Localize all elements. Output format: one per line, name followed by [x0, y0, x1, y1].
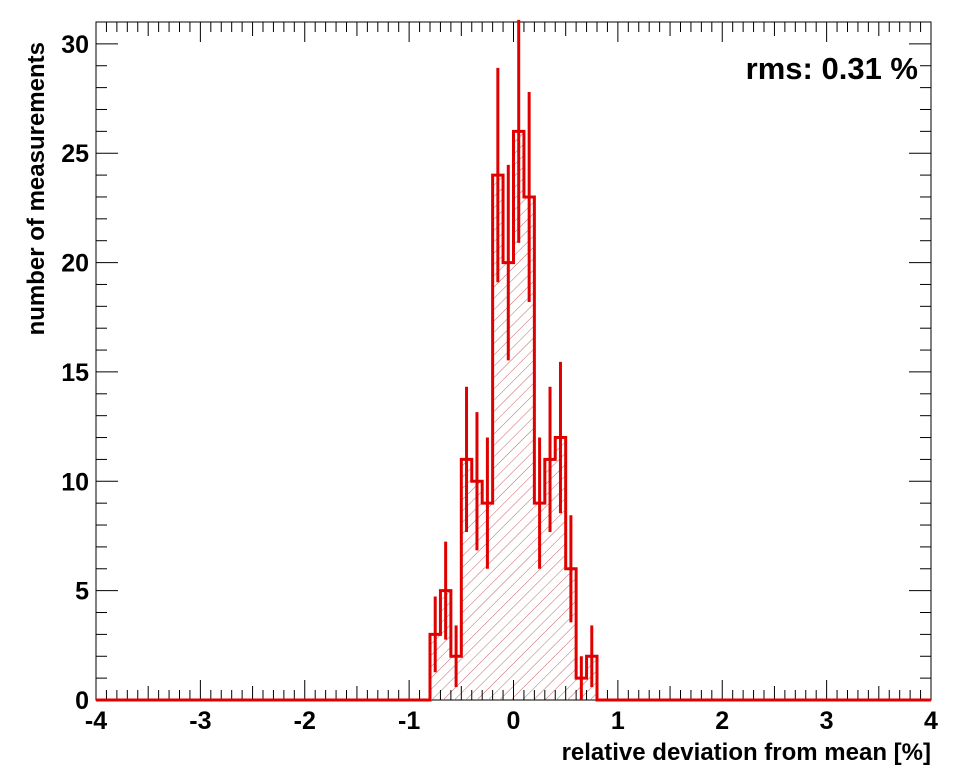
histogram-line: [96, 129, 931, 702]
histogram-bin-fill: [440, 590, 451, 700]
histogram-bin-fill: [513, 131, 524, 700]
histogram-bin-fill: [565, 568, 577, 700]
x-axis-label: relative deviation from mean [%]: [562, 739, 931, 766]
x-tick-label: 2: [715, 707, 729, 735]
histogram-outline: [96, 129, 931, 702]
error-bars: [433, 19, 594, 700]
x-tick-label: 0: [507, 707, 521, 735]
x-tick-label: -3: [189, 707, 211, 735]
y-tick-labels: 0 5 10 15 20 25 30: [61, 31, 89, 715]
histogram-bin-fill: [471, 481, 483, 700]
x-tick-label: -1: [398, 707, 420, 735]
y-tick-label: 5: [75, 578, 89, 606]
histogram-bin-fill: [492, 175, 504, 700]
histogram-bin-fill: [544, 459, 556, 700]
x-tick-label: -2: [294, 707, 316, 735]
y-tick-label: 10: [61, 468, 89, 496]
rms-annotation: rms: 0.31 %: [746, 51, 918, 86]
histogram-bin-fill: [503, 262, 514, 700]
y-tick-label: 15: [61, 359, 89, 387]
x-tick-labels: -4 -3 -2 -1 0 1 2 3 4: [85, 707, 938, 735]
y-axis-label: number of measurements: [23, 42, 50, 335]
histogram-bin-fill: [482, 503, 493, 700]
histogram-bin-fill: [461, 459, 472, 700]
x-tick-label: 1: [611, 707, 625, 735]
y-tick-label: 20: [61, 250, 89, 278]
axis-ticks: [95, 21, 932, 701]
histogram-bin-fill: [555, 437, 566, 700]
y-tick-label: 25: [61, 140, 89, 168]
x-tick-label: 4: [924, 707, 938, 735]
x-tick-label: 3: [820, 707, 834, 735]
histogram-bin-fill: [534, 503, 545, 700]
y-tick-label: 0: [75, 687, 89, 715]
histogram-bin-fill: [523, 196, 535, 700]
x-tick-label: -4: [85, 707, 107, 735]
y-tick-label: 30: [61, 31, 89, 59]
